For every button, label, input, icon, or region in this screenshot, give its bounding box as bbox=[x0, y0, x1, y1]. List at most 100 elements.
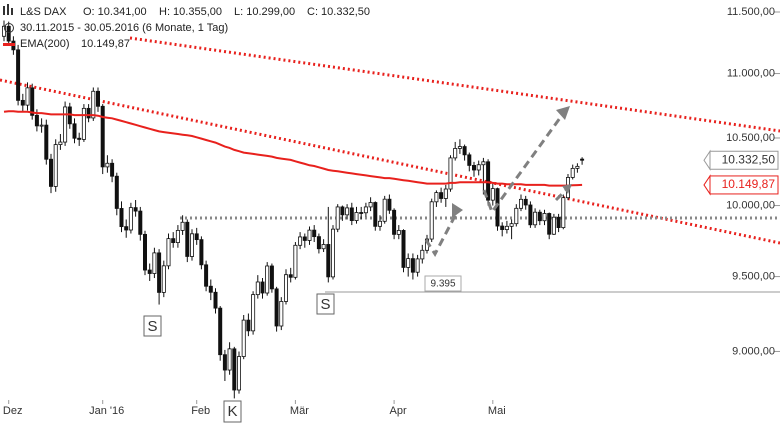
last-price-label: 10.332,50 bbox=[722, 152, 776, 166]
candle-body bbox=[218, 307, 223, 356]
ohlc-open: O: 10.341,00 bbox=[83, 6, 147, 18]
candle-body bbox=[128, 207, 133, 231]
arrowhead bbox=[452, 203, 463, 218]
legend-swatch bbox=[3, 43, 15, 46]
candle-body bbox=[269, 265, 274, 290]
candle-body bbox=[161, 265, 166, 293]
y-tick-label: 9.500,00 bbox=[732, 270, 775, 282]
candle-body bbox=[100, 105, 105, 168]
ema-box bbox=[709, 175, 779, 195]
candle-body bbox=[25, 87, 30, 106]
candle-body bbox=[462, 146, 467, 156]
candle-body bbox=[542, 213, 547, 222]
candle-body bbox=[443, 188, 448, 199]
candle-body bbox=[236, 356, 241, 391]
candle-body bbox=[77, 137, 82, 140]
candle-body bbox=[34, 114, 39, 127]
candle-body bbox=[396, 230, 401, 235]
x-tick-label: Feb bbox=[191, 405, 210, 417]
candle-body bbox=[321, 244, 326, 250]
candle-body bbox=[63, 106, 68, 143]
candle-body bbox=[91, 90, 96, 119]
icon bbox=[3, 6, 5, 15]
candle-body bbox=[194, 233, 199, 241]
candle-body bbox=[251, 294, 256, 332]
candle-body bbox=[316, 236, 321, 250]
candle-body bbox=[387, 198, 392, 211]
y-tick-label: 10.000,00 bbox=[726, 199, 775, 211]
candle-body bbox=[401, 230, 406, 268]
candle-body bbox=[476, 164, 481, 171]
y-tick-label: 9.000,00 bbox=[732, 345, 775, 357]
arrows bbox=[424, 117, 568, 257]
arrow bbox=[424, 213, 458, 257]
candle-body bbox=[232, 348, 237, 391]
candle-body bbox=[340, 206, 345, 216]
candle-body bbox=[81, 107, 86, 140]
candle-body bbox=[39, 124, 44, 127]
icon bbox=[11, 8, 13, 15]
candle-body bbox=[166, 238, 171, 267]
candle-body bbox=[406, 258, 411, 268]
arrow bbox=[554, 188, 568, 202]
candle-body bbox=[20, 99, 25, 106]
candle-body bbox=[486, 161, 491, 201]
ema-label: 10.149,87 bbox=[722, 177, 776, 191]
candle-body bbox=[185, 221, 190, 257]
annotation-box bbox=[223, 400, 242, 423]
x-tick-label: Mär bbox=[290, 405, 309, 417]
candle-body bbox=[330, 228, 335, 278]
candle-body bbox=[119, 208, 124, 228]
candle-body bbox=[133, 207, 138, 212]
marks bbox=[2, 11, 780, 404]
candle-body bbox=[72, 123, 77, 139]
candle-body bbox=[457, 146, 462, 149]
candle-body bbox=[556, 216, 561, 229]
legend-label: EMA(200) bbox=[20, 38, 70, 50]
candle-body bbox=[114, 175, 119, 209]
annotation-box bbox=[316, 293, 335, 315]
y-tick-label: 11.000,00 bbox=[727, 67, 775, 79]
candle-body bbox=[58, 141, 63, 145]
y-tick-label: 11.500,00 bbox=[727, 6, 775, 18]
clock-icon bbox=[4, 23, 14, 33]
header: L&S DAX O: 10.341,00 H: 10.355,00 L: 10.… bbox=[3, 4, 370, 50]
arrow bbox=[482, 117, 562, 216]
candle-body bbox=[279, 301, 284, 327]
candle-body bbox=[204, 264, 209, 287]
candle-body bbox=[49, 158, 54, 187]
annotation-box bbox=[424, 275, 462, 292]
candle-body bbox=[382, 198, 387, 222]
candle-body bbox=[307, 229, 312, 241]
candle-body bbox=[86, 107, 91, 119]
candle-body bbox=[326, 244, 331, 278]
candle-body bbox=[124, 226, 129, 231]
candle-body bbox=[349, 207, 354, 221]
annotation: S bbox=[147, 318, 157, 335]
candle-body bbox=[312, 229, 317, 238]
icon bbox=[7, 4, 9, 15]
candle-body bbox=[110, 162, 115, 177]
candle-body bbox=[533, 211, 538, 226]
x-tick-label: Dez bbox=[3, 405, 23, 417]
x-tick-label: Jan '16 bbox=[89, 405, 124, 417]
candle-body bbox=[345, 207, 350, 216]
candle-body bbox=[157, 252, 162, 293]
x-tick-label: Apr bbox=[390, 405, 407, 417]
annotation: 9.395 bbox=[430, 279, 455, 290]
instrument: L&S DAX bbox=[20, 6, 67, 18]
candle-body bbox=[199, 239, 204, 266]
candle-body bbox=[96, 90, 101, 107]
candle-body bbox=[561, 197, 566, 229]
candle-body bbox=[241, 319, 246, 357]
date-range: 30.11.2015 - 30.05.2016 (6 Monate, 1 Tag… bbox=[20, 22, 228, 34]
candle-body bbox=[434, 192, 439, 203]
candle-body bbox=[6, 25, 11, 42]
x-tick-label: Mai bbox=[488, 405, 506, 417]
candle-body bbox=[260, 281, 265, 294]
ohlc-low: L: 10.299,00 bbox=[234, 6, 295, 18]
candle-body bbox=[265, 265, 270, 294]
ohlc-high: H: 10.355,00 bbox=[159, 6, 222, 18]
candle-body bbox=[415, 258, 420, 273]
candle-body bbox=[453, 148, 458, 159]
